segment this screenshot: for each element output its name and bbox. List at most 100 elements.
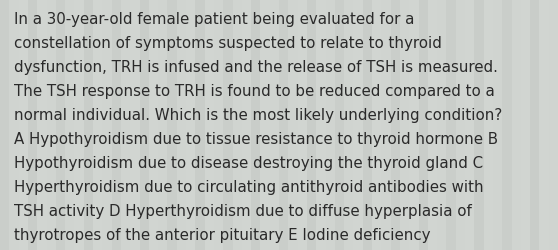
Text: dysfunction, TRH is infused and the release of TSH is measured.: dysfunction, TRH is infused and the rele…	[14, 60, 498, 75]
Bar	[130, 0, 140, 250]
Bar	[493, 0, 502, 250]
Bar	[381, 0, 391, 250]
Text: thyrotropes of the anterior pituitary E Iodine deficiency: thyrotropes of the anterior pituitary E …	[14, 227, 431, 242]
Bar	[335, 0, 344, 250]
Bar	[214, 0, 223, 250]
Text: A Hypothyroidism due to tissue resistance to thyroid hormone B: A Hypothyroidism due to tissue resistanc…	[14, 132, 498, 146]
Bar	[121, 0, 130, 250]
Text: TSH activity D Hyperthyroidism due to diffuse hyperplasia of: TSH activity D Hyperthyroidism due to di…	[14, 203, 472, 218]
Bar	[149, 0, 158, 250]
Bar	[418, 0, 428, 250]
Bar	[205, 0, 214, 250]
Bar	[121, 0, 130, 250]
Bar	[46, 0, 56, 250]
Bar	[372, 0, 381, 250]
Bar	[521, 0, 530, 250]
Bar	[223, 0, 233, 250]
Bar	[391, 0, 400, 250]
Bar	[353, 0, 363, 250]
Bar	[251, 0, 261, 250]
Bar	[37, 0, 46, 250]
Bar	[261, 0, 270, 250]
Bar	[140, 0, 149, 250]
Bar	[28, 0, 37, 250]
Bar	[446, 0, 456, 250]
Bar	[18, 0, 28, 250]
Bar	[74, 0, 84, 250]
Text: Hyperthyroidism due to circulating antithyroid antibodies with: Hyperthyroidism due to circulating antit…	[14, 179, 484, 194]
Bar	[344, 0, 353, 250]
Bar	[140, 0, 149, 250]
Text: Hypothyroidism due to disease destroying the thyroid gland C: Hypothyroidism due to disease destroying…	[14, 156, 483, 170]
Bar	[56, 0, 65, 250]
Bar	[233, 0, 242, 250]
Bar	[372, 0, 381, 250]
Bar	[9, 0, 18, 250]
Bar	[418, 0, 428, 250]
Bar	[84, 0, 93, 250]
Bar	[381, 0, 391, 250]
Bar	[530, 0, 540, 250]
Bar	[297, 0, 307, 250]
Bar	[391, 0, 400, 250]
Bar	[297, 0, 307, 250]
Bar	[540, 0, 549, 250]
Bar	[177, 0, 186, 250]
Bar	[195, 0, 205, 250]
Bar	[353, 0, 363, 250]
Bar	[549, 0, 558, 250]
Bar	[223, 0, 233, 250]
Bar	[428, 0, 437, 250]
Bar	[549, 0, 558, 250]
Text: constellation of symptoms suspected to relate to thyroid: constellation of symptoms suspected to r…	[14, 36, 442, 51]
Bar	[158, 0, 167, 250]
Bar	[102, 0, 112, 250]
Bar	[195, 0, 205, 250]
Bar	[335, 0, 344, 250]
Bar	[363, 0, 372, 250]
Bar	[446, 0, 456, 250]
Bar	[214, 0, 223, 250]
Bar	[288, 0, 297, 250]
Bar	[158, 0, 167, 250]
Bar	[0, 0, 9, 250]
Bar	[512, 0, 521, 250]
Bar	[484, 0, 493, 250]
Bar	[325, 0, 335, 250]
Bar	[93, 0, 102, 250]
Bar	[521, 0, 530, 250]
Bar	[56, 0, 65, 250]
Bar	[84, 0, 93, 250]
Bar	[186, 0, 195, 250]
Bar	[512, 0, 521, 250]
Bar	[167, 0, 177, 250]
Bar	[0, 0, 9, 250]
Bar	[540, 0, 549, 250]
Bar	[400, 0, 409, 250]
Bar	[270, 0, 279, 250]
Bar	[74, 0, 84, 250]
Bar	[46, 0, 56, 250]
Bar	[279, 0, 288, 250]
Bar	[409, 0, 418, 250]
Bar	[502, 0, 512, 250]
Bar	[112, 0, 121, 250]
Bar	[409, 0, 418, 250]
Bar	[93, 0, 102, 250]
Bar	[279, 0, 288, 250]
Bar	[9, 0, 18, 250]
Bar	[325, 0, 335, 250]
Bar	[205, 0, 214, 250]
Bar	[493, 0, 502, 250]
Bar	[177, 0, 186, 250]
Bar	[474, 0, 484, 250]
Bar	[465, 0, 474, 250]
Bar	[288, 0, 297, 250]
Bar	[307, 0, 316, 250]
Bar	[242, 0, 251, 250]
Bar	[18, 0, 28, 250]
Bar	[437, 0, 446, 250]
Bar	[149, 0, 158, 250]
Bar	[270, 0, 279, 250]
Bar	[484, 0, 493, 250]
